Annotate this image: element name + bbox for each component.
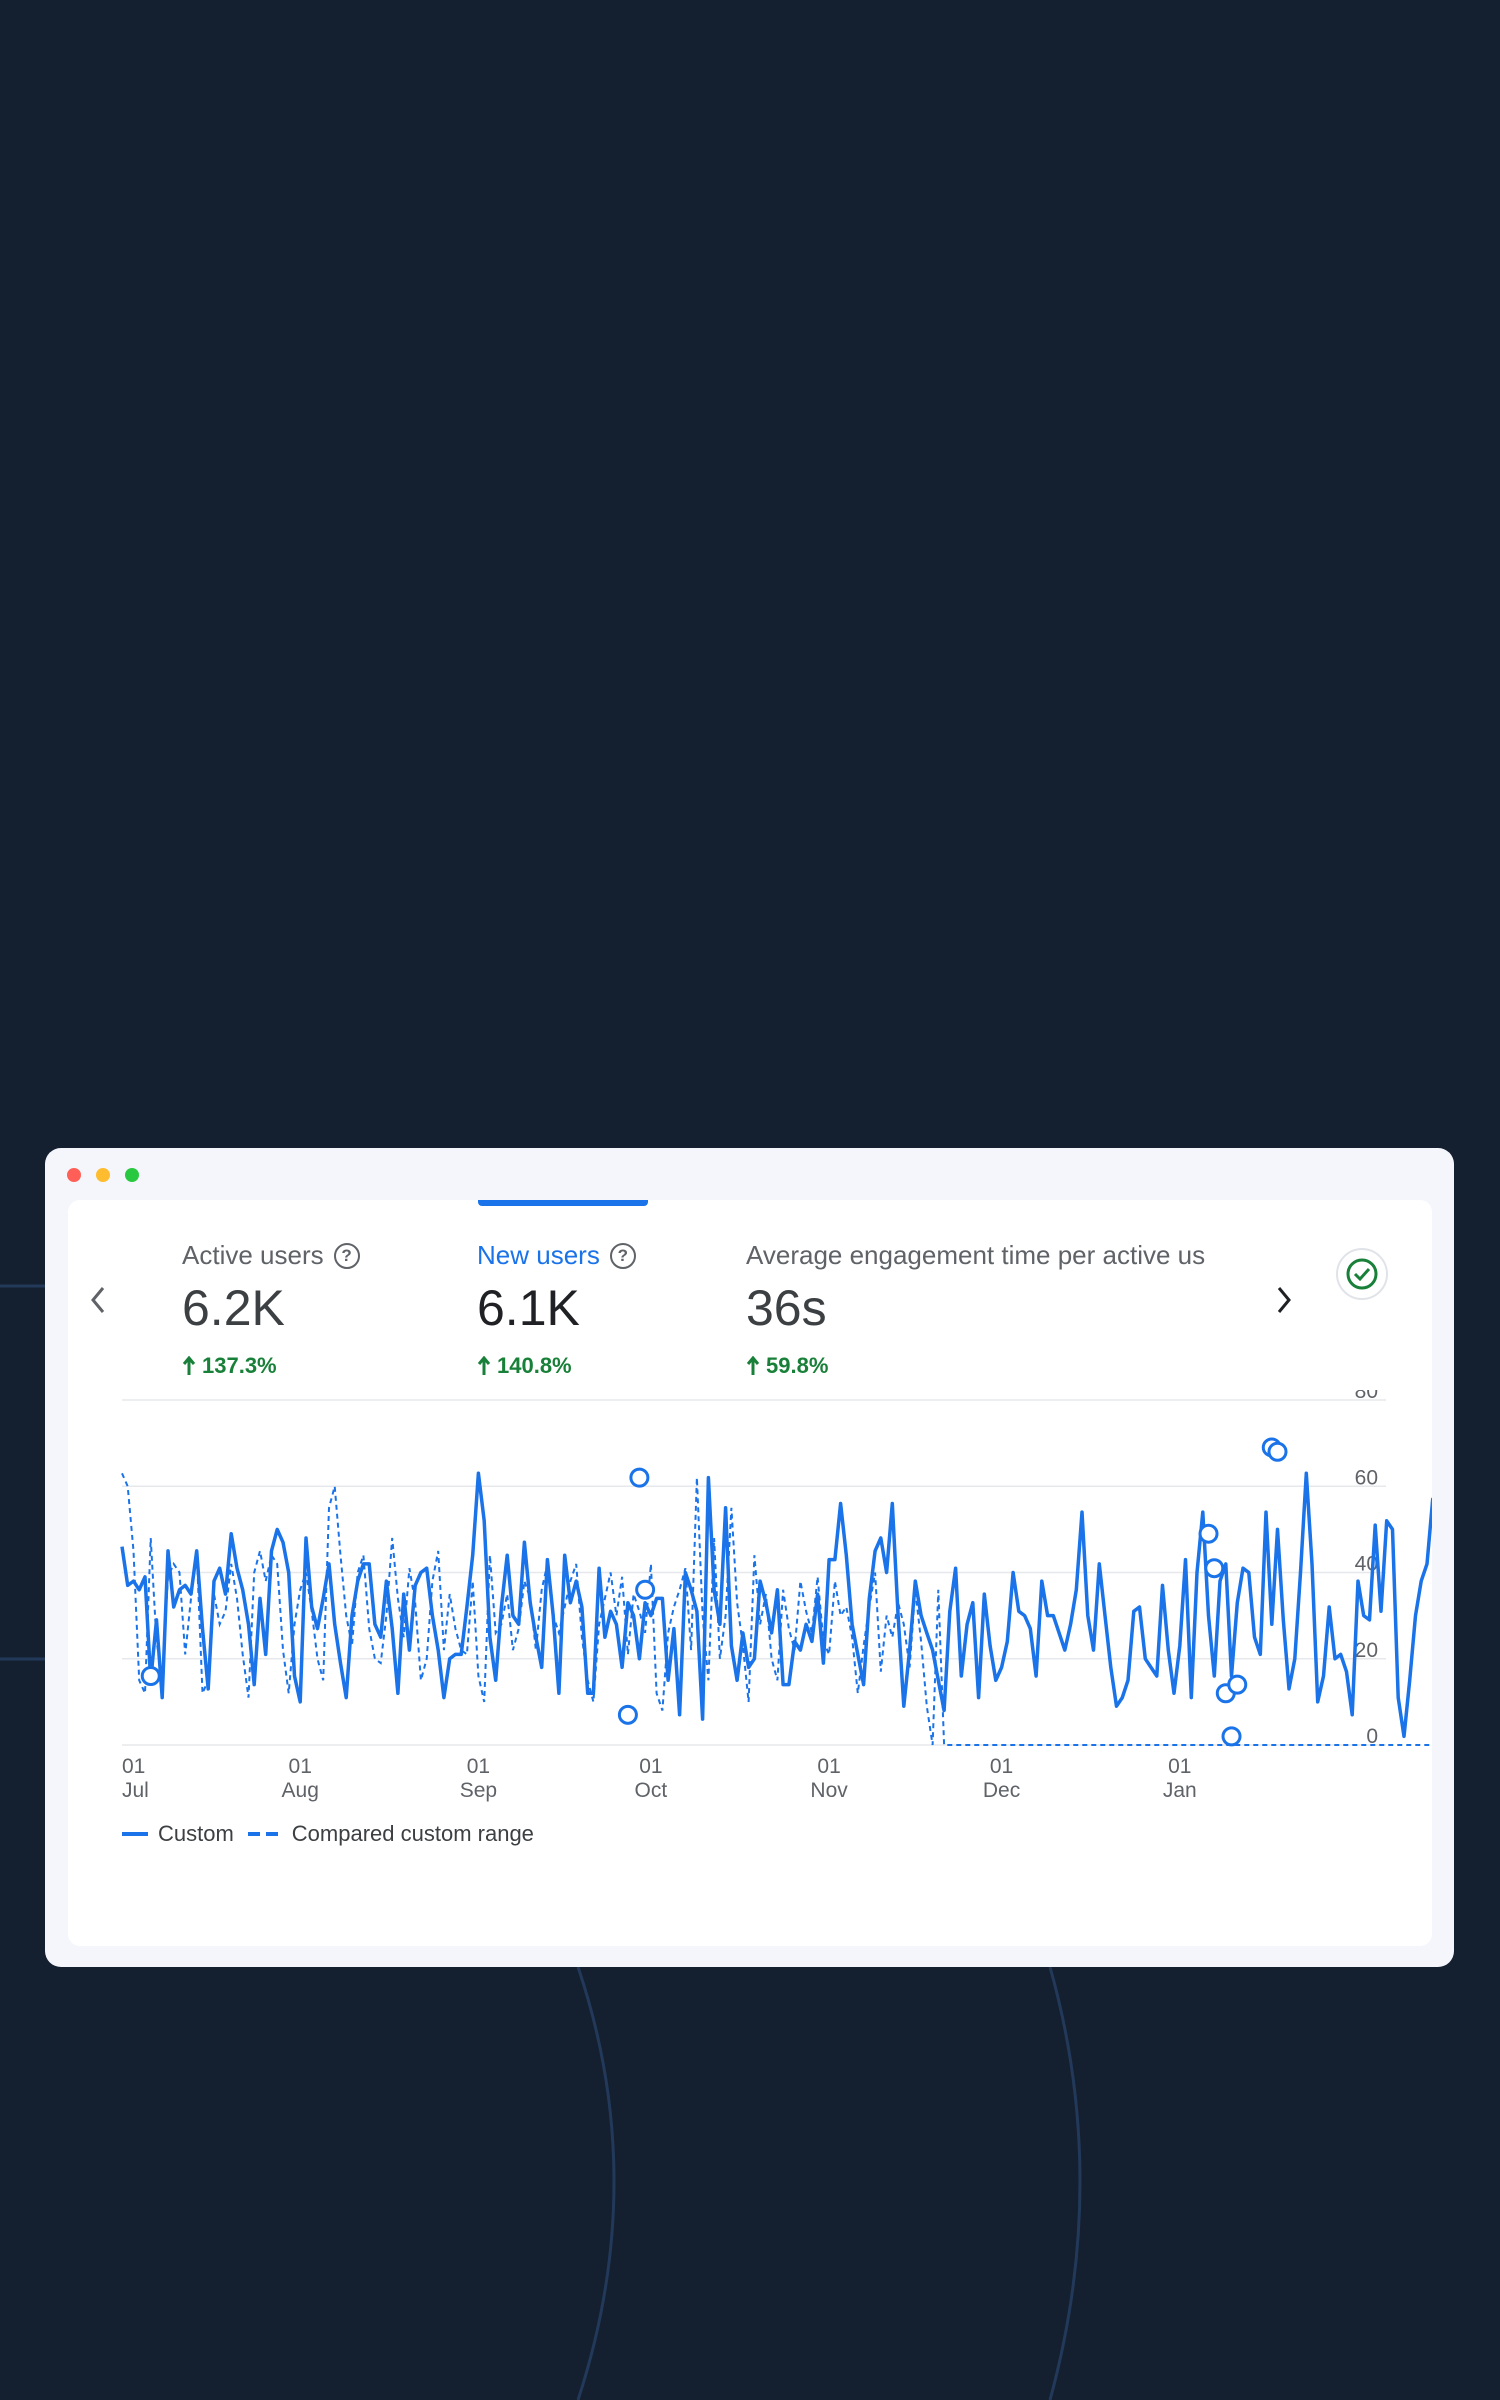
- window-controls: [67, 1168, 139, 1182]
- help-circle-icon[interactable]: ?: [333, 1242, 360, 1269]
- x-tick-day: 01: [1168, 1755, 1191, 1778]
- chevron-right-icon: [1277, 1287, 1291, 1313]
- series-line-custom: [120, 1471, 1432, 1739]
- anomaly-point-marker[interactable]: [1267, 1441, 1288, 1462]
- selected-tab-indicator: [478, 1200, 648, 1206]
- x-tick-day: 01: [990, 1755, 1013, 1778]
- anomaly-point-marker[interactable]: [1198, 1523, 1219, 1544]
- y-tick-label: 20: [1355, 1639, 1378, 1662]
- x-tick-month: Aug: [282, 1779, 319, 1802]
- metric-change: 59.8%: [746, 1353, 1321, 1379]
- legend-swatch-solid: [122, 1832, 148, 1836]
- metric-value: 36s: [746, 1280, 827, 1336]
- metric-label: New users ?: [477, 1240, 636, 1271]
- x-tick-month: Jul: [122, 1779, 149, 1802]
- metric-change-value: 140.8%: [497, 1353, 572, 1378]
- x-tick-month: Dec: [983, 1779, 1020, 1802]
- metric-label-text: Active users: [182, 1240, 324, 1270]
- y-tick-label: 0: [1366, 1725, 1378, 1748]
- legend-label: Compared custom range: [291, 1821, 534, 1846]
- x-tick-month: Oct: [635, 1779, 668, 1802]
- metric-label-text: Average engagement time per active us: [746, 1240, 1206, 1270]
- x-tick-day: 01: [467, 1755, 490, 1778]
- anomaly-point-marker[interactable]: [1204, 1558, 1225, 1579]
- x-tick-day: 01: [817, 1755, 840, 1778]
- chart-legend: Custom Compared custom range: [122, 1821, 548, 1847]
- anomaly-point-marker[interactable]: [140, 1666, 161, 1686]
- x-tick-month: Nov: [810, 1779, 848, 1802]
- anomaly-point-marker[interactable]: [1221, 1726, 1242, 1747]
- chevron-left-icon: [91, 1287, 105, 1313]
- maximize-window-dot[interactable]: [125, 1168, 139, 1182]
- x-tick-month: Sep: [460, 1779, 497, 1802]
- metric-change: 140.8%: [477, 1353, 636, 1379]
- metric-active-users[interactable]: Active users ? 6.2K 137.3%: [182, 1240, 360, 1379]
- check-circle-icon: [1346, 1258, 1378, 1290]
- metric-label: Average engagement time per active us: [746, 1240, 1321, 1271]
- anomaly-point-marker[interactable]: [1227, 1674, 1248, 1695]
- browser-window: Active users ? 6.2K 137.3% New users ? 6…: [45, 1148, 1454, 1967]
- data-quality-badge[interactable]: [1336, 1248, 1388, 1300]
- x-tick-day: 01: [289, 1755, 312, 1778]
- next-metrics-button[interactable]: [1264, 1278, 1304, 1322]
- metric-change: 137.3%: [182, 1353, 360, 1379]
- y-tick-label: 80: [1355, 1390, 1378, 1403]
- close-window-dot[interactable]: [67, 1168, 81, 1182]
- x-tick-month: Jan: [1163, 1779, 1197, 1802]
- legend-swatch-dashed: [247, 1832, 282, 1836]
- legend-item-compared-custom-range[interactable]: Compared custom range: [247, 1821, 534, 1847]
- anomaly-point-marker[interactable]: [629, 1467, 650, 1488]
- metric-change-value: 59.8%: [766, 1353, 829, 1378]
- arrow-up-icon: [477, 1356, 491, 1375]
- minimize-window-dot[interactable]: [96, 1168, 110, 1182]
- arrow-up-icon: [746, 1356, 760, 1375]
- anomaly-point-marker[interactable]: [635, 1579, 656, 1600]
- anomaly-point-marker[interactable]: [617, 1704, 638, 1725]
- y-tick-label: 60: [1355, 1466, 1378, 1489]
- metric-label-text: New users: [477, 1240, 600, 1270]
- x-tick-day: 01: [639, 1755, 662, 1778]
- metric-new-users[interactable]: New users ? 6.1K 140.8%: [477, 1240, 636, 1379]
- x-tick-day: 01: [122, 1755, 145, 1778]
- previous-metrics-button[interactable]: [78, 1278, 118, 1322]
- legend-label: Custom: [158, 1821, 234, 1846]
- metric-value: 6.1K: [477, 1280, 580, 1336]
- help-circle-icon[interactable]: ?: [609, 1242, 636, 1269]
- arrow-up-icon: [182, 1356, 196, 1375]
- analytics-card: Active users ? 6.2K 137.3% New users ? 6…: [68, 1200, 1432, 1946]
- metric-engagement-time[interactable]: Average engagement time per active us 36…: [746, 1240, 1321, 1380]
- legend-item-custom[interactable]: Custom: [122, 1821, 234, 1847]
- metric-label: Active users ?: [182, 1240, 360, 1271]
- metric-value: 6.2K: [182, 1280, 285, 1336]
- metric-change-value: 137.3%: [202, 1353, 277, 1378]
